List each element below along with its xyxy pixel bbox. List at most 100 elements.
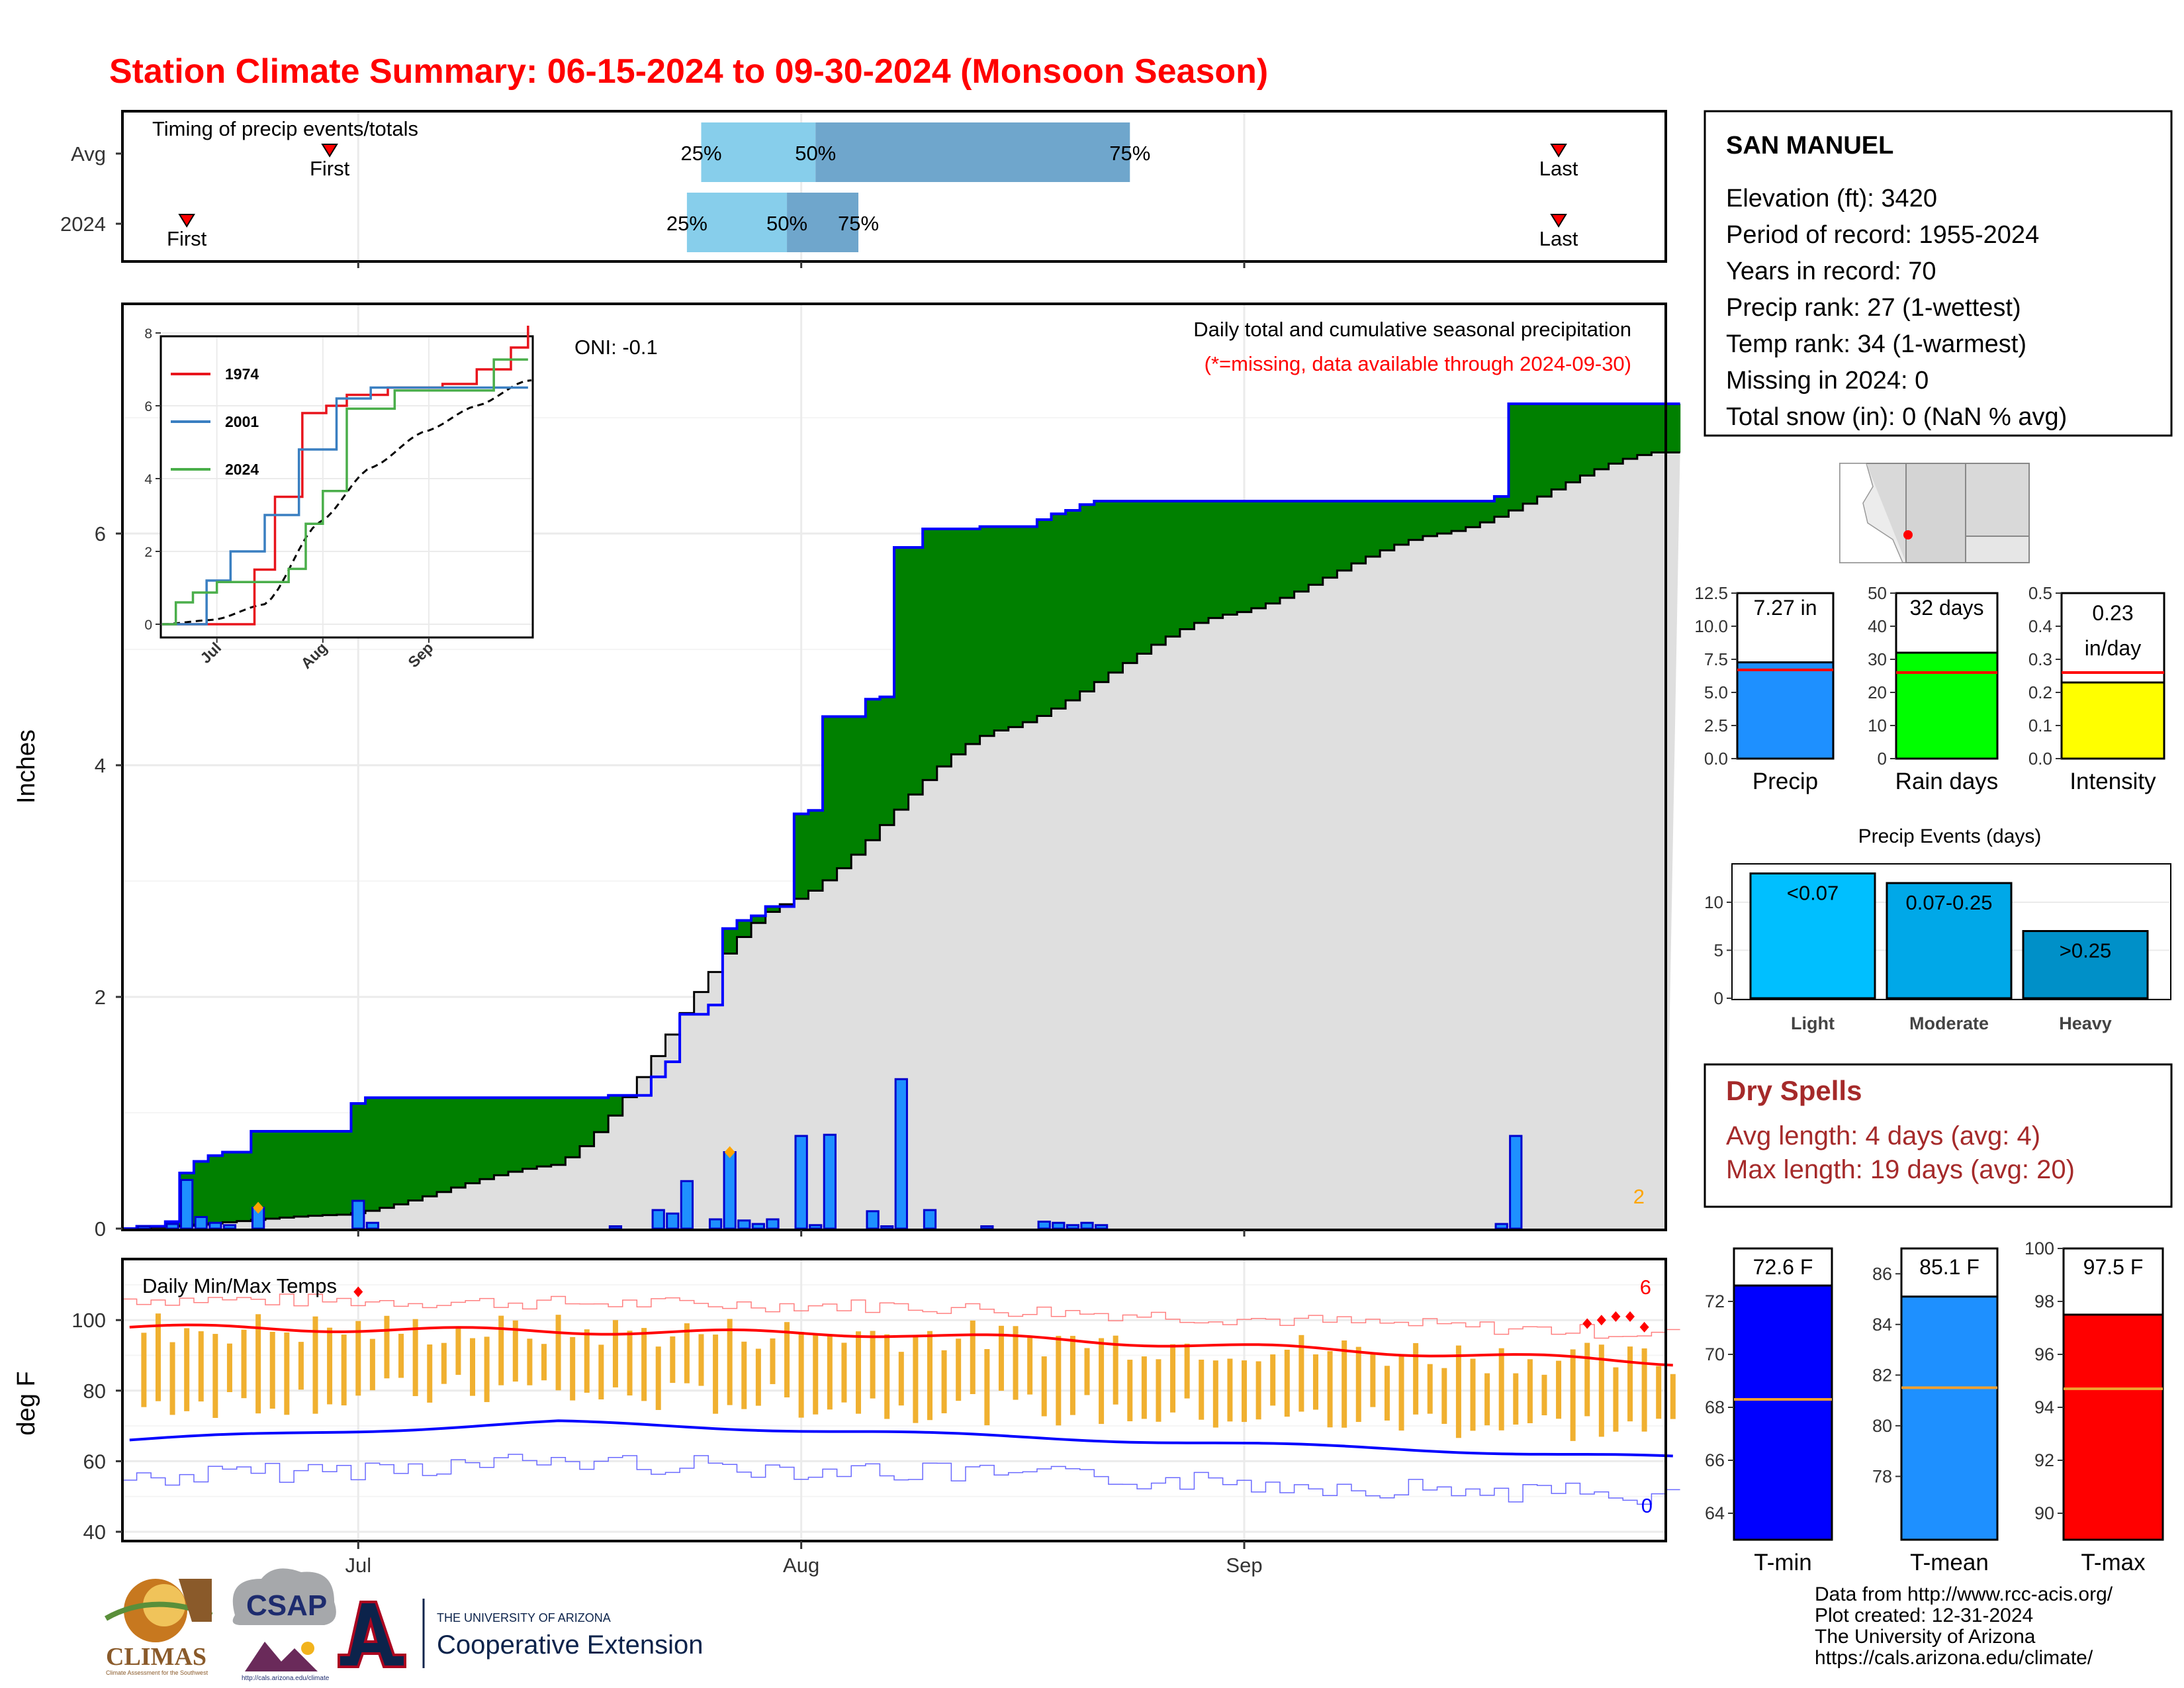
daily-temp-range-bar xyxy=(798,1331,804,1418)
dry-spells-box: Dry Spells Avg length: 4 days (avg: 4) M… xyxy=(1704,1063,2173,1208)
daily-temp-range-bar xyxy=(341,1335,347,1406)
daily-temp-range-bar xyxy=(984,1348,990,1426)
daily-temp-range-bar xyxy=(913,1336,919,1423)
precip-panel: 0 2 4 6 Inches ONI: -0.1 Daily total and cu… xyxy=(13,303,1681,1241)
credit-line: https://cals.arizona.edu/climate/ xyxy=(1815,1647,2093,1669)
credits: Data from http://www.rcc-acis.org/ Plot … xyxy=(1815,1583,2113,1669)
surplus-area xyxy=(1222,501,1238,615)
surplus-area xyxy=(265,1131,281,1219)
inset-legend-label: 2024 xyxy=(225,461,259,478)
timing-pct-label: 75% xyxy=(838,212,879,235)
surplus-area xyxy=(1594,404,1610,469)
locator-map xyxy=(1839,463,2030,563)
daily-temp-range-bar xyxy=(570,1336,576,1401)
surplus-area xyxy=(422,1098,437,1197)
daily-temp-range-bar xyxy=(1370,1352,1376,1407)
surplus-area xyxy=(379,1098,394,1208)
daily-temp-range-bar xyxy=(369,1338,375,1391)
surplus-area xyxy=(437,1098,452,1192)
daily-temp-range-bar xyxy=(1584,1342,1590,1417)
temp-ylabel: deg F xyxy=(13,1371,40,1435)
daily-temp-range-bar xyxy=(169,1342,175,1415)
surplus-area xyxy=(1623,404,1638,459)
daily-precip-bar xyxy=(680,1180,694,1230)
surplus-area xyxy=(1265,501,1281,604)
surplus-area xyxy=(808,810,823,891)
temp-bar-ytick-label: 72 xyxy=(1705,1291,1725,1311)
temp-bar-t-mean xyxy=(1900,1295,1999,1541)
daily-temp-range-bar xyxy=(527,1338,533,1385)
daily-temp-range-bar xyxy=(1641,1348,1647,1432)
daily-temp-range-bar xyxy=(470,1338,476,1396)
timing-last-marker xyxy=(1550,144,1567,158)
temp-bar-ytick-label: 66 xyxy=(1705,1450,1725,1470)
mini-bar-value: 32 days xyxy=(1909,596,1983,620)
mini-bar-precip xyxy=(1736,661,1835,760)
surplus-area xyxy=(1122,501,1138,663)
timing-last-label: Last xyxy=(1539,227,1578,250)
daily-precip-bar xyxy=(794,1135,808,1230)
surplus-area xyxy=(193,1161,209,1225)
surplus-area xyxy=(465,1098,480,1184)
temp-record-min-count: 0 xyxy=(1641,1494,1653,1517)
surplus-area xyxy=(1137,501,1152,654)
surplus-area xyxy=(823,716,838,880)
csap-url: http://cals.arizona.edu/climate xyxy=(242,1675,330,1682)
mini-bar-ytick-label: 0.0 xyxy=(1704,749,1728,769)
daily-temp-range-bar xyxy=(284,1332,290,1415)
daily-temp-range-bar xyxy=(1170,1344,1176,1413)
daily-temp-range-bar xyxy=(1441,1368,1447,1424)
daily-temp-range-bar xyxy=(1298,1335,1304,1412)
surplus-area xyxy=(851,716,866,855)
daily-precip-bar xyxy=(866,1210,880,1230)
surplus-area xyxy=(1537,404,1552,497)
daily-temp-range-bar xyxy=(141,1333,147,1407)
timing-first-marker xyxy=(321,144,338,158)
daily-temp-range-bar xyxy=(770,1338,776,1384)
daily-temp-range-bar xyxy=(1242,1360,1248,1423)
temp-bar-label: T-max xyxy=(2081,1550,2146,1575)
daily-temp-range-bar xyxy=(1156,1359,1161,1422)
daily-temp-range-bar xyxy=(1513,1373,1519,1425)
surplus-area xyxy=(1565,404,1581,483)
timing-row-2024: 2024 xyxy=(60,212,106,236)
ua-cooperative-extension-logo: THE UNIVERSITY OF ARIZONA Cooperative Ex… xyxy=(338,1599,703,1668)
daily-temp-range-bar xyxy=(441,1342,447,1384)
timing-first-label: First xyxy=(167,227,207,250)
mini-bar-ytick-label: 7.5 xyxy=(1704,649,1728,669)
surplus-area xyxy=(579,1098,595,1147)
surplus-area xyxy=(1365,501,1381,557)
mini-bar-label: Rain days xyxy=(1895,769,1999,794)
timing-label: Timing of precip events/totals xyxy=(152,117,418,140)
surplus-area xyxy=(1551,404,1567,490)
surplus-area xyxy=(1151,501,1166,645)
inset-ytick-label: 6 xyxy=(144,399,152,414)
mini-bar-value: 0.23 xyxy=(2092,601,2133,625)
surplus-area xyxy=(551,1098,566,1165)
temp-bar-ytick-label: 100 xyxy=(2025,1239,2054,1258)
record-high-marker xyxy=(1596,1315,1606,1326)
events-bar-label: <0.07 xyxy=(1787,882,1839,905)
daily-temp-range-bar xyxy=(241,1329,247,1399)
x-tick-label: Aug xyxy=(783,1554,819,1577)
timing-bar-q2 xyxy=(815,122,1130,182)
mini-bar-ytick-label: 30 xyxy=(1868,649,1887,669)
daily-temp-range-bar xyxy=(1670,1374,1676,1419)
timing-panel: 25% 50% 75% First Last 25% 50% 75% First Last Tim… xyxy=(60,110,1667,263)
daily-precip-bar xyxy=(880,1225,894,1230)
precip-events-chart: Precip Events (days) 0 5 10 <0.07 Light 0.07-… xyxy=(1704,825,2171,1033)
mini-bar-label: Precip xyxy=(1752,769,1818,794)
surplus-area xyxy=(1237,501,1252,612)
surplus-area xyxy=(1208,501,1224,618)
normal-cumulative-line xyxy=(122,451,1680,1230)
mini-bar-label: Intensity xyxy=(2070,769,2156,794)
surplus-area xyxy=(1608,404,1623,464)
surplus-area xyxy=(1108,501,1124,673)
credit-line: Data from http://www.rcc-acis.org/ xyxy=(1815,1583,2113,1605)
timing-bar-q1 xyxy=(686,193,788,252)
daily-precip-bar xyxy=(809,1224,823,1230)
surplus-area xyxy=(1637,404,1653,455)
daily-temp-range-bar xyxy=(355,1321,361,1396)
daily-temp-range-bar xyxy=(1613,1367,1619,1432)
precip-events-title: Precip Events (days) xyxy=(1858,825,2042,847)
